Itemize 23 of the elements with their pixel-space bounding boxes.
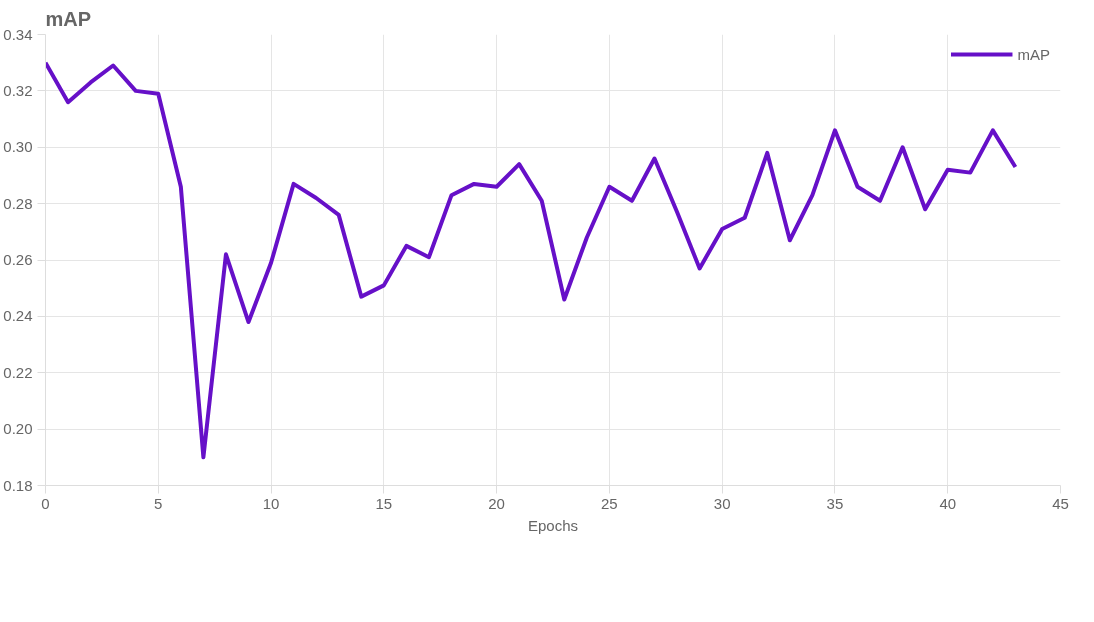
chart-title: mAP [45,7,92,30]
line-series [45,60,1018,460]
y-tick-label: 0.18 [3,476,33,494]
x-tick-label: 25 [601,494,618,512]
y-tick-label: 0.26 [3,251,33,268]
x-tick-label: 45 [1052,494,1069,512]
y-tick-label: 0.28 [3,194,33,212]
y-tick-label: 0.24 [3,307,33,325]
x-axis-title: Epochs [527,516,579,534]
x-tick-label: 20 [488,494,505,512]
x-tick-label: 15 [375,494,393,512]
x-tick-label: 40 [939,494,957,512]
x-tick-label: 30 [713,494,731,512]
x-tick-label: 5 [154,494,163,512]
y-tick-label: 0.34 [3,25,33,43]
y-tick-label: 0.32 [3,81,33,99]
x-tick-label: 0 [41,494,50,512]
y-tick-label: 0.20 [3,420,33,438]
legend-label: mAP [1017,45,1050,63]
y-tick-label: 0.22 [3,363,33,381]
x-tick-label: 35 [826,494,844,512]
y-tick-label: 0.30 [3,138,33,156]
x-tick-label: 10 [262,494,280,512]
